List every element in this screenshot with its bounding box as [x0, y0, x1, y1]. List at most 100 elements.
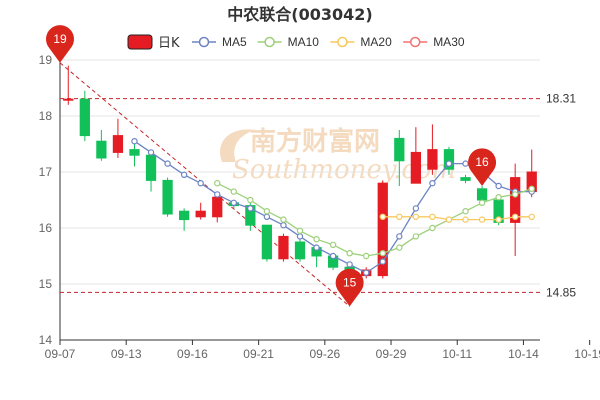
candle-body: [162, 179, 173, 215]
ma5-point: [296, 233, 304, 240]
ma10-point: [379, 249, 386, 257]
ma20-point: [379, 213, 386, 220]
x-tick-label: 09-29: [376, 347, 407, 361]
y-tick-label: 18: [39, 109, 53, 123]
ma10-point: [429, 224, 436, 232]
reference-label: 18.31: [546, 92, 576, 106]
candle-body: [278, 235, 289, 260]
y-tick-label: 16: [39, 221, 53, 235]
candle-body: [261, 224, 273, 260]
legend-item: MA10: [257, 35, 320, 49]
legend-swatch-dot: [337, 36, 348, 48]
ma10-point: [495, 193, 502, 201]
ma5-point: [379, 258, 386, 265]
grid: [60, 59, 540, 341]
ma10-point: [396, 244, 403, 251]
legend-label: MA20: [360, 35, 392, 49]
candle-body: [394, 137, 405, 162]
ma20-point: [396, 213, 403, 220]
ma10-point: [511, 191, 519, 198]
pin-label: 19: [53, 32, 67, 46]
candle-body: [443, 149, 455, 170]
candle-body: [410, 151, 421, 184]
ma5-point: [263, 213, 271, 220]
ma5-point: [180, 171, 188, 178]
ma10-point: [247, 196, 254, 204]
candle-body: [460, 177, 471, 181]
ma5-point: [214, 191, 221, 198]
candle-body: [476, 188, 488, 201]
legend-label: MA30: [433, 35, 465, 49]
reference-label: 14.85: [546, 285, 576, 299]
y-tick-label: 14: [39, 333, 53, 347]
legend-item: MA5: [192, 35, 247, 49]
ma5-point: [495, 182, 502, 190]
ma5-point: [412, 205, 420, 212]
ma5-point: [462, 160, 469, 167]
ma10-point: [462, 207, 469, 215]
ma20-point: [462, 216, 469, 223]
ma5-point: [313, 244, 320, 251]
legend-swatch-dot: [409, 36, 421, 48]
pin-label: 15: [343, 275, 357, 289]
pin-shape: [46, 25, 74, 63]
candles: [63, 65, 537, 307]
candle-body: [112, 135, 124, 153]
ma5-point: [329, 252, 337, 260]
legend-swatch: [127, 34, 153, 50]
candle-body: [179, 210, 190, 221]
ma5-point: [230, 199, 237, 206]
ma20-point: [445, 216, 453, 223]
ma5-point: [396, 233, 403, 240]
legend-label: MA10: [288, 35, 320, 49]
ma10-point: [296, 227, 304, 234]
candle-body: [195, 210, 206, 218]
legend-label: MA5: [222, 35, 247, 49]
ma5-point: [346, 261, 353, 268]
x-tick-label: 09-21: [243, 347, 274, 361]
moving-averages: [131, 137, 535, 276]
ma5-point: [131, 137, 138, 145]
ma20-line: [382, 216, 532, 221]
ma5-point: [363, 269, 370, 276]
ma10-point: [313, 235, 320, 243]
legend: 日K MA5 MA10 MA20 MA30: [127, 34, 465, 51]
legend-label: 日K: [158, 36, 180, 51]
ma5-point: [280, 221, 287, 229]
watermark-en: Southmoney.com: [232, 155, 456, 185]
candle-body: [427, 149, 438, 170]
watermark-logo-swoosh: [220, 129, 256, 162]
x-tick-label: 09-07: [45, 347, 76, 361]
candle-body: [510, 177, 521, 223]
value-pin: 16: [468, 148, 497, 186]
value-pin: 15: [335, 268, 364, 307]
ma20-point: [495, 216, 502, 223]
pin-shape: [335, 268, 364, 307]
candle-body: [129, 149, 140, 156]
axes: 14 15 16 17 18 19 09-07 09-13 09-16 09-21 09-26 09-…: [39, 53, 600, 361]
legend-swatch-dot: [198, 36, 210, 48]
chart-title: 中农联合(003042): [227, 5, 372, 24]
ma10-point: [214, 179, 221, 187]
ma10-point: [412, 233, 420, 240]
x-tick-label: 09-16: [177, 347, 208, 361]
ma10-point: [346, 249, 353, 257]
x-tick-label: 09-26: [309, 347, 340, 361]
ma10-point: [363, 252, 370, 260]
ma10-point: [478, 199, 486, 206]
candle-body: [79, 98, 90, 137]
trend-line: [59, 62, 350, 307]
candle-body: [145, 154, 157, 181]
value-pins: 19 15 16: [46, 25, 497, 307]
legend-item: 日K: [127, 34, 180, 51]
ma10-point: [230, 188, 237, 195]
pin-label: 16: [475, 155, 489, 169]
ma10-point: [329, 241, 337, 248]
reference-lines: 18.31 14.85: [59, 62, 576, 307]
x-tick-label: 10-14: [508, 347, 539, 361]
ma10-point: [263, 207, 271, 215]
ma20-point: [528, 213, 535, 220]
y-tick-label: 19: [39, 53, 53, 67]
ma10-point: [280, 216, 287, 223]
y-tick-label: 15: [39, 277, 53, 291]
